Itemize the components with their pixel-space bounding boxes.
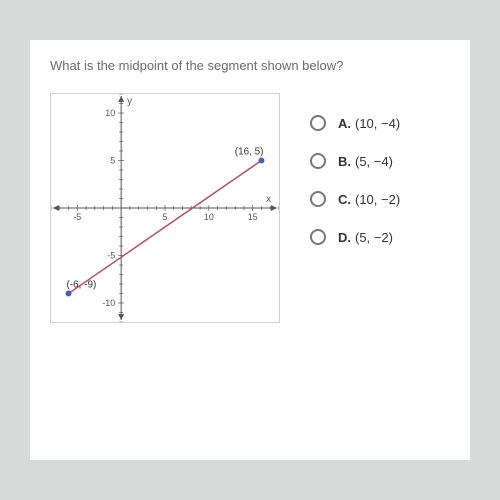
- radio-icon[interactable]: [310, 153, 326, 169]
- option-d[interactable]: D.(5, −2): [310, 229, 400, 245]
- layout-row: -5 5 10 15 10 5 -5 -10 x y (-6, -9) (16, 5) A.(10, …: [50, 93, 450, 323]
- svg-text:(16, 5): (16, 5): [235, 147, 264, 158]
- svg-text:10: 10: [204, 212, 214, 222]
- svg-text:-10: -10: [102, 298, 115, 308]
- option-b[interactable]: B.(5, −4): [310, 153, 400, 169]
- option-label: D.(5, −2): [338, 230, 393, 245]
- svg-text:10: 10: [105, 108, 115, 118]
- svg-text:-5: -5: [107, 250, 115, 260]
- svg-text:-5: -5: [73, 212, 81, 222]
- svg-text:(-6, -9): (-6, -9): [67, 280, 97, 291]
- radio-icon[interactable]: [310, 229, 326, 245]
- graph-svg: -5 5 10 15 10 5 -5 -10 x y (-6, -9) (16, 5): [51, 94, 279, 322]
- option-label: A.(10, −4): [338, 116, 400, 131]
- svg-text:x: x: [266, 194, 271, 205]
- question-text: What is the midpoint of the segment show…: [50, 58, 450, 73]
- option-c[interactable]: C.(10, −2): [310, 191, 400, 207]
- svg-text:y: y: [127, 96, 132, 107]
- radio-icon[interactable]: [310, 115, 326, 131]
- svg-text:15: 15: [248, 212, 258, 222]
- question-card: What is the midpoint of the segment show…: [30, 40, 470, 460]
- svg-text:5: 5: [110, 155, 115, 165]
- coordinate-graph: -5 5 10 15 10 5 -5 -10 x y (-6, -9) (16, 5): [50, 93, 280, 323]
- answer-options: A.(10, −4) B.(5, −4) C.(10, −2) D.(5, −2): [310, 93, 400, 323]
- option-label: C.(10, −2): [338, 192, 400, 207]
- radio-icon[interactable]: [310, 191, 326, 207]
- option-label: B.(5, −4): [338, 154, 393, 169]
- option-a[interactable]: A.(10, −4): [310, 115, 400, 131]
- svg-text:5: 5: [163, 212, 168, 222]
